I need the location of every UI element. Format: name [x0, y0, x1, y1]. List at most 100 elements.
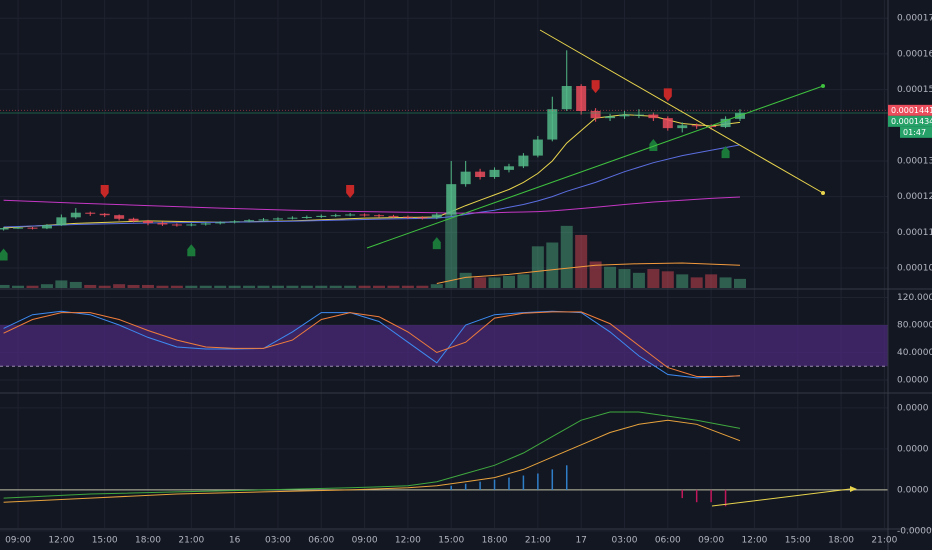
- marks: [0, 50, 888, 507]
- candle-body: [301, 216, 312, 218]
- candle-body: [99, 213, 110, 216]
- volume-bar: [26, 285, 39, 288]
- volume-bar: [84, 284, 97, 288]
- y-tick-label: 40.0000: [897, 348, 932, 358]
- volume-bar: [618, 269, 631, 288]
- x-tick-label: 03:00: [612, 536, 638, 546]
- volume-bar: [214, 285, 227, 288]
- buy-signal: [187, 244, 196, 257]
- volume-bar: [690, 277, 703, 288]
- candle-body: [561, 86, 572, 110]
- volume-bar: [502, 275, 515, 288]
- candle-body: [503, 166, 514, 170]
- volume-bar: [430, 284, 443, 288]
- x-tick-label: 15:00: [438, 536, 464, 546]
- x-tick-label: 03:00: [265, 536, 291, 546]
- price-label: 0.00014418: [891, 106, 932, 115]
- volume-bar: [271, 285, 284, 288]
- indicator-line: [3, 144, 741, 228]
- sell-signal: [663, 88, 672, 102]
- candle-body: [345, 214, 356, 216]
- y-tick-label: 0.0000: [897, 444, 929, 454]
- candle-body: [85, 212, 96, 214]
- histogram-bar: [724, 489, 727, 507]
- candle-body: [258, 219, 269, 221]
- histogram-bar: [681, 489, 683, 499]
- volume-bar: [40, 284, 53, 288]
- volume-bar: [98, 285, 111, 288]
- volume-bar: [12, 285, 25, 288]
- indicator-line: [3, 196, 741, 214]
- buy-signal: [721, 146, 730, 159]
- volume-bar: [228, 285, 241, 288]
- x-tick-label: 09:00: [698, 536, 724, 546]
- volume-bar: [257, 285, 270, 288]
- buy-signal: [0, 248, 8, 261]
- candle-body: [157, 223, 168, 225]
- candle-body: [0, 228, 9, 230]
- x-tick-label: 21:00: [871, 536, 897, 546]
- candle-body: [200, 223, 211, 225]
- candle-body: [576, 86, 587, 111]
- candle-body: [475, 171, 486, 178]
- band: [0, 324, 888, 367]
- x-tick-label: 06:00: [308, 536, 334, 546]
- indicator-line: [436, 262, 741, 284]
- y-tick-label: 0.00016000: [897, 49, 932, 59]
- volume-bar: [315, 285, 328, 288]
- volume-bar: [517, 274, 530, 288]
- candle-body: [633, 114, 644, 116]
- volume-bar: [676, 274, 689, 288]
- candle-body: [532, 139, 543, 156]
- candle-body: [27, 227, 38, 229]
- candle-body: [547, 109, 558, 140]
- candle-body: [518, 155, 529, 167]
- histogram-bar: [450, 485, 452, 490]
- volume-bar: [185, 285, 198, 288]
- x-tick-label: 18:00: [135, 536, 161, 546]
- indicator-line: [3, 310, 741, 379]
- candle-body: [446, 184, 457, 215]
- candle-body: [114, 215, 125, 219]
- x-tick-label: 17: [575, 536, 586, 546]
- volume-bar: [0, 284, 10, 288]
- volume-bar: [142, 284, 154, 288]
- indicator-line: [3, 311, 741, 377]
- x-tick-label: 16: [229, 536, 241, 546]
- volume-bar: [445, 212, 458, 288]
- x-tick-label: 06:00: [655, 536, 681, 546]
- buy-signal: [432, 237, 441, 250]
- volume-bar: [632, 272, 645, 288]
- volume-bar: [531, 246, 544, 288]
- y-tick-label: -0.0000: [897, 526, 932, 536]
- histogram-bar: [508, 477, 510, 490]
- y-tick-label: 0.00015000: [897, 85, 932, 95]
- volume-bar: [416, 285, 429, 288]
- volume-bar: [69, 281, 82, 288]
- candle-body: [330, 215, 341, 217]
- candle-body: [272, 218, 283, 220]
- price-label-bg: [888, 115, 932, 127]
- sell-signal: [591, 80, 600, 94]
- candle-body: [619, 114, 630, 117]
- volume-bar: [734, 278, 746, 288]
- candle-body: [605, 116, 616, 119]
- x-tick-label: 21:00: [178, 536, 204, 546]
- candle-body: [648, 114, 659, 119]
- volume-bar: [127, 284, 140, 288]
- candle-body: [186, 224, 197, 226]
- volume-bar: [661, 271, 674, 288]
- sell-signal: [346, 185, 355, 199]
- candle-body: [70, 212, 81, 218]
- candle-body: [590, 110, 601, 119]
- histogram-bar: [537, 473, 539, 490]
- volume-bar: [156, 285, 169, 288]
- candle-body: [374, 215, 385, 217]
- candle-body: [489, 169, 500, 178]
- candle-body: [13, 227, 24, 229]
- trendline: [711, 488, 851, 507]
- volume-bar: [199, 285, 212, 288]
- candle-body: [706, 125, 717, 128]
- candle-body: [41, 225, 52, 229]
- y-tick-label: 0.00012000: [897, 192, 932, 202]
